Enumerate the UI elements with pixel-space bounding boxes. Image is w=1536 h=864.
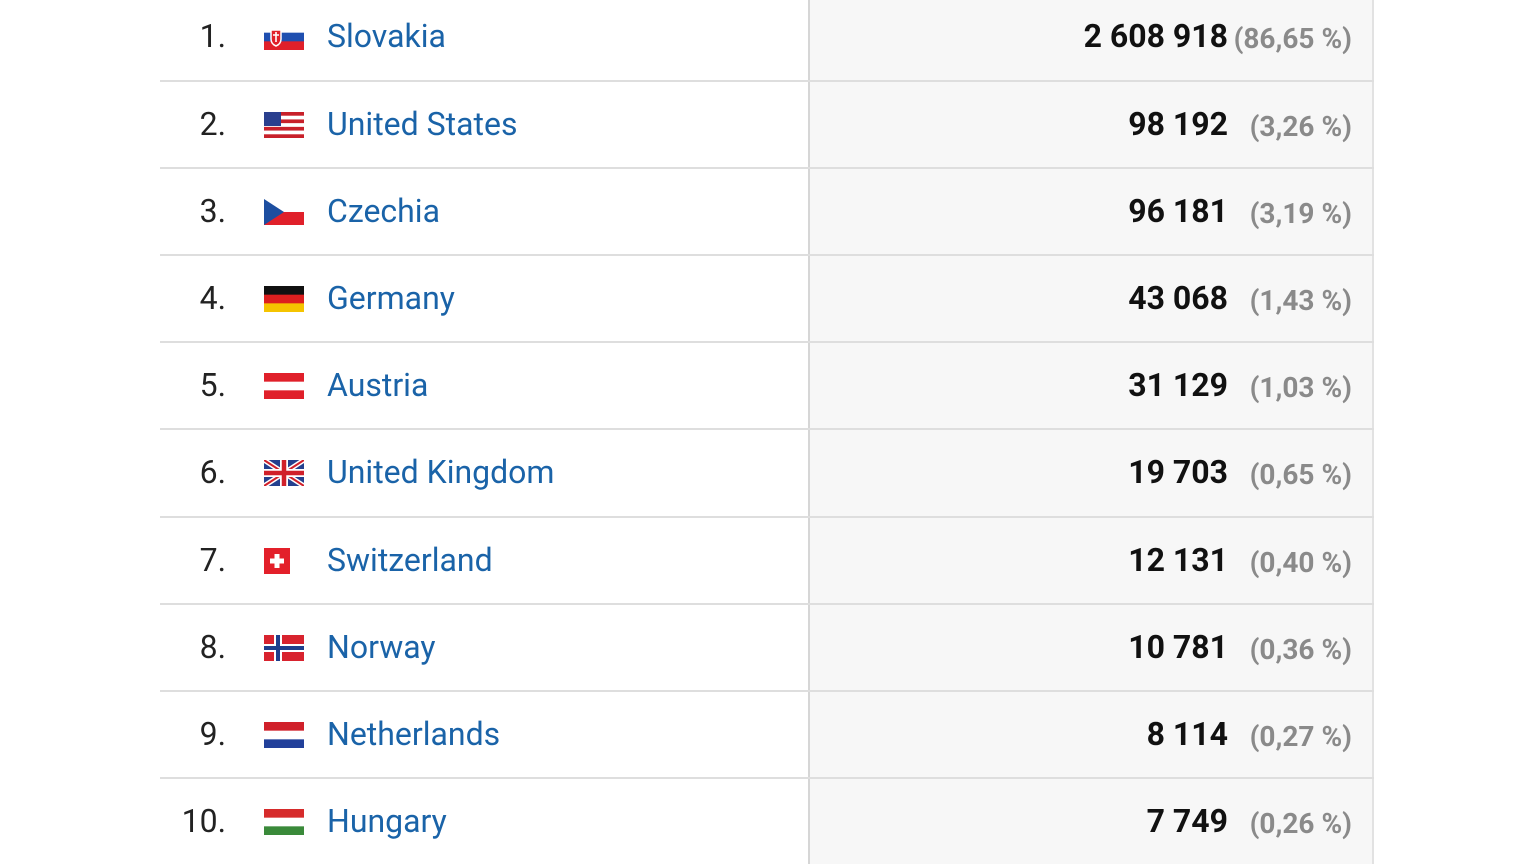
table-row: 4. Germany 43 068 (1,43 %) (160, 256, 1374, 344)
sessions-value: 96 181 (1128, 191, 1228, 230)
sessions-value: 31 129 (1128, 366, 1228, 405)
sessions-percent: (1,43 %) (1249, 284, 1352, 317)
flag-icon (264, 373, 304, 400)
sessions-value: 8 114 (1146, 715, 1228, 753)
country-link[interactable]: Austria (327, 366, 429, 405)
country-link[interactable]: Hungary (327, 802, 447, 841)
table-row: 2. United States 98 192 (3,26 %) (160, 82, 1374, 169)
country-link[interactable]: Czechia (327, 191, 440, 230)
flag-icon (264, 24, 304, 51)
sessions-percent: (3,19 %) (1249, 196, 1352, 230)
sessions-percent: (0,26 %) (1249, 807, 1352, 841)
sessions-value: 2 608 918 (1083, 17, 1228, 56)
sessions-value: 10 781 (1128, 627, 1228, 666)
flag-icon (264, 286, 304, 312)
sessions-percent: (0,36 %) (1249, 632, 1352, 666)
sessions-percent: (0,65 %) (1249, 458, 1352, 492)
flag-icon (264, 634, 304, 661)
rank: 5. (199, 366, 226, 405)
table-row: 3. Czechia 96 181 (3,19 %) (160, 169, 1374, 256)
sessions-value: 19 703 (1128, 453, 1228, 492)
sessions-value: 12 131 (1128, 540, 1228, 579)
country-link[interactable]: Norway (327, 627, 436, 666)
table-row: 9. Netherlands 8 114 (0,27 %) (160, 692, 1374, 780)
rank: 6. (199, 453, 226, 492)
sessions-percent: (0,27 %) (1249, 720, 1352, 753)
rank: 7. (199, 540, 226, 579)
table-row: 10. Hungary 7 749 (0,26 %) (160, 779, 1374, 864)
flag-icon (264, 198, 304, 225)
country-link[interactable]: Slovakia (327, 17, 446, 56)
country-link[interactable]: United States (327, 104, 518, 143)
table-row: 7. Switzerland 12 131 (0,40 %) (160, 518, 1374, 605)
rank: 9. (199, 715, 226, 753)
flag-icon (264, 547, 290, 574)
metric-column (808, 0, 1374, 864)
flag-icon (264, 722, 304, 748)
flag-icon (264, 809, 304, 836)
rank: 10. (181, 802, 226, 841)
country-link[interactable]: Germany (327, 279, 455, 317)
table-row: 5. Austria 31 129 (1,03 %) (160, 343, 1374, 431)
sessions-percent: (86,65 %) (1233, 22, 1352, 56)
country-link[interactable]: Switzerland (327, 540, 493, 579)
rank: 1. (199, 17, 226, 56)
table-row: 1. Slovakia 2 608 918 (86,65 %) (160, 0, 1374, 82)
sessions-value: 7 749 (1146, 802, 1228, 841)
rank: 4. (199, 279, 226, 317)
rank: 3. (199, 191, 226, 230)
flag-icon (264, 460, 304, 487)
sessions-percent: (3,26 %) (1249, 109, 1352, 143)
sessions-percent: (0,40 %) (1249, 545, 1352, 579)
country-link[interactable]: Netherlands (327, 715, 501, 753)
sessions-value: 98 192 (1128, 104, 1228, 143)
rank: 8. (199, 627, 226, 666)
sessions-percent: (1,03 %) (1249, 371, 1352, 405)
country-link[interactable]: United Kingdom (327, 453, 555, 492)
sessions-value: 43 068 (1128, 279, 1228, 317)
table-row: 6. United Kingdom 19 703 (0,65 %) (160, 430, 1374, 518)
rank: 2. (199, 104, 226, 143)
table-row: 8. Norway 10 781 (0,36 %) (160, 605, 1374, 692)
flag-icon (264, 111, 304, 138)
